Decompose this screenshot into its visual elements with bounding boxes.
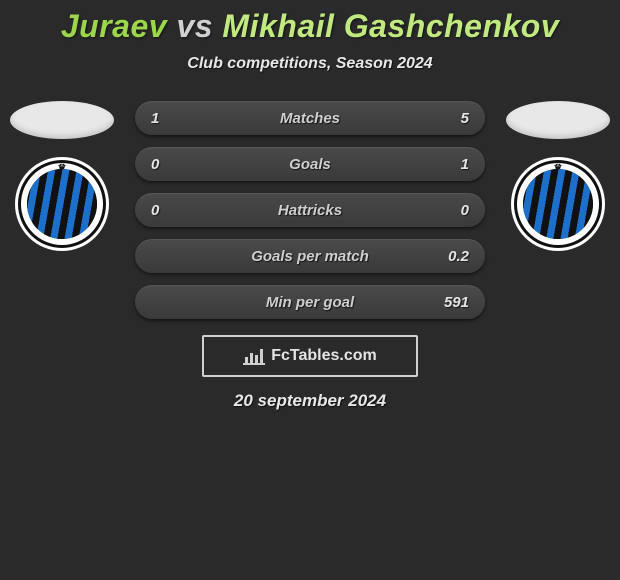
player2-club-badge: ♛	[511, 157, 605, 251]
subtitle: Club competitions, Season 2024	[0, 55, 620, 73]
stat-row-goals-per-match: Goals per match 0.2	[135, 239, 485, 273]
brand-box: FcTables.com	[202, 335, 418, 377]
stat-row-goals: 0 Goals 1	[135, 147, 485, 181]
stat-left-value: 0	[151, 202, 181, 219]
player1-name: Juraev	[61, 8, 167, 44]
stat-row-min-per-goal: Min per goal 591	[135, 285, 485, 319]
club-brugge-icon	[523, 169, 593, 239]
stat-right-value: 591	[439, 294, 469, 311]
stat-right-value: 1	[439, 156, 469, 173]
stat-right-value: 5	[439, 110, 469, 127]
stat-left-value: 0	[151, 156, 181, 173]
date-text: 20 september 2024	[0, 391, 620, 411]
stat-label: Min per goal	[135, 294, 485, 311]
stat-right-value: 0	[439, 202, 469, 219]
bar-chart-icon	[243, 347, 265, 365]
brand-text: FcTables.com	[271, 347, 377, 365]
stat-label: Hattricks	[135, 202, 485, 219]
vs-text: vs	[176, 8, 213, 44]
stat-label: Goals	[135, 156, 485, 173]
player1-club-badge: ♛	[15, 157, 109, 251]
comparison-body: ♛ 1 Matches 5 0 Goals 1 0 Hattricks 0	[0, 101, 620, 319]
stat-label: Goals per match	[135, 248, 485, 265]
stat-label: Matches	[135, 110, 485, 127]
stats-list: 1 Matches 5 0 Goals 1 0 Hattricks 0 Goal…	[135, 101, 485, 319]
right-side: ♛	[503, 101, 613, 251]
page-title: Juraev vs Mikhail Gashchenkov	[0, 8, 620, 45]
left-side: ♛	[7, 101, 117, 251]
stat-right-value: 0.2	[439, 248, 469, 265]
player1-avatar	[10, 101, 114, 139]
comparison-card: Juraev vs Mikhail Gashchenkov Club compe…	[0, 0, 620, 411]
club-brugge-icon	[27, 169, 97, 239]
stat-left-value: 1	[151, 110, 181, 127]
player2-avatar	[506, 101, 610, 139]
stat-row-hattricks: 0 Hattricks 0	[135, 193, 485, 227]
player2-name: Mikhail Gashchenkov	[222, 8, 559, 44]
stat-row-matches: 1 Matches 5	[135, 101, 485, 135]
